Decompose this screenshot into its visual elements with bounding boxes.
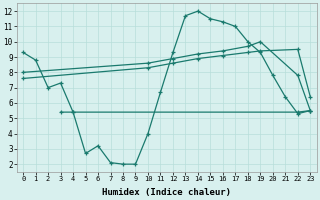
- X-axis label: Humidex (Indice chaleur): Humidex (Indice chaleur): [102, 188, 231, 197]
